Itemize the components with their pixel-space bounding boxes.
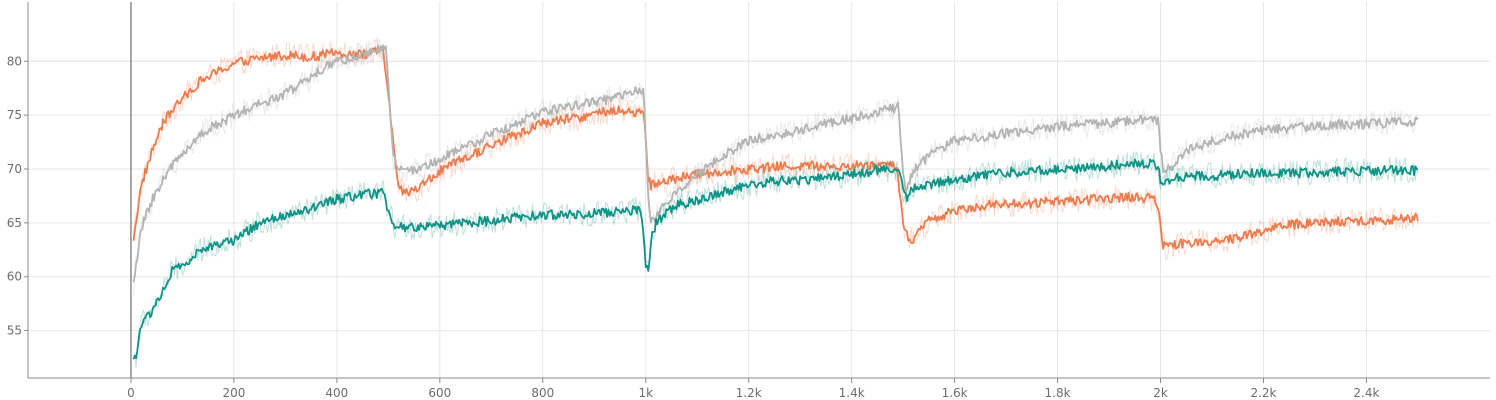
x-tick-label: 1.8k [1045,386,1071,400]
y-tick-label: 65 [7,216,22,230]
x-tick-label: 2.4k [1353,386,1379,400]
x-tick-label: 200 [222,386,245,400]
series-lines [132,36,1419,368]
x-tick-label: 1k [638,386,653,400]
x-tick-label: 800 [531,386,554,400]
x-tick-label: 1.4k [839,386,865,400]
x-tick-label: 400 [325,386,348,400]
x-tick-label: 1.2k [736,386,762,400]
x-tick-label: 0 [127,386,135,400]
x-tick-label: 600 [428,386,451,400]
y-tick-label: 55 [7,324,22,338]
grid-lines [28,2,1490,378]
series-line [132,158,1418,360]
tick-labels: 0 200 400 600 800 1k 1.2k 1.4k 1.6k 1.8k 2k 2.2k 2.4… [7,54,1380,400]
y-tick-label: 75 [7,108,22,122]
series-line [132,44,1419,283]
axes [24,2,1490,383]
series-line [132,45,1419,250]
x-tick-label: 2.2k [1250,386,1276,400]
series-raw-line [133,36,1419,296]
series-raw-line [133,38,1419,260]
x-tick-label: 1.6k [942,386,968,400]
y-tick-label: 60 [7,270,22,284]
y-tick-label: 70 [7,162,22,176]
y-tick-label: 80 [7,54,22,68]
x-tick-label: 2k [1153,386,1168,400]
